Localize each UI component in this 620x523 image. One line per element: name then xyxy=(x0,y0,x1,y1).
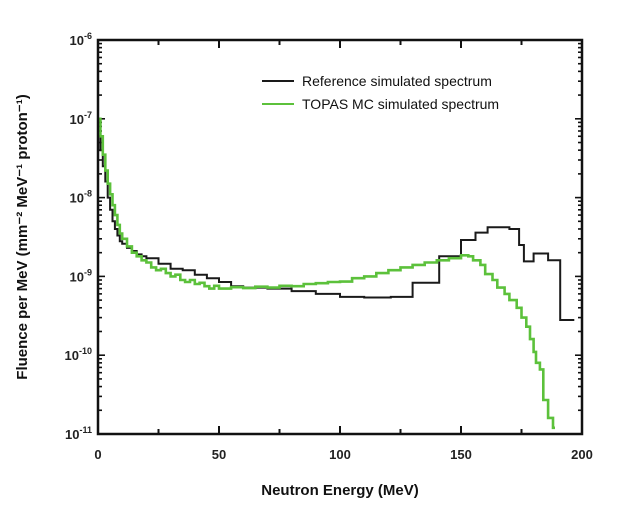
x-tick-label: 100 xyxy=(329,447,351,462)
x-tick-label: 150 xyxy=(450,447,472,462)
x-tick-labels: 0 50 100 150 200 xyxy=(94,447,592,462)
y-tick-label: 10-6 xyxy=(70,31,92,48)
x-tick-label: 50 xyxy=(212,447,226,462)
x-axis-label: Neutron Energy (MeV) xyxy=(261,482,419,499)
x-tick-label: 200 xyxy=(571,447,593,462)
x-tick-label: 0 xyxy=(94,447,101,462)
y-axis-label: Fluence per MeV (mm⁻² MeV⁻¹ proton⁻¹) xyxy=(14,94,31,379)
series-topas-line xyxy=(98,117,555,430)
legend-label-reference: Reference simulated spectrum xyxy=(302,73,492,89)
series-reference-line xyxy=(98,135,575,321)
y-tick-label: 10-11 xyxy=(65,425,92,442)
y-tick-labels: 10-6 10-7 10-8 10-9 10-10 10-11 xyxy=(65,31,92,442)
plot-frame xyxy=(96,38,584,436)
y-tick-label: 10-9 xyxy=(70,267,92,284)
legend: Reference simulated spectrum TOPAS MC si… xyxy=(262,73,499,112)
series-layer xyxy=(98,117,575,430)
y-tick-label: 10-10 xyxy=(65,346,92,363)
y-tick-label: 10-7 xyxy=(70,110,92,127)
legend-label-topas: TOPAS MC simulated spectrum xyxy=(302,96,499,112)
y-tick-label: 10-8 xyxy=(70,189,92,206)
